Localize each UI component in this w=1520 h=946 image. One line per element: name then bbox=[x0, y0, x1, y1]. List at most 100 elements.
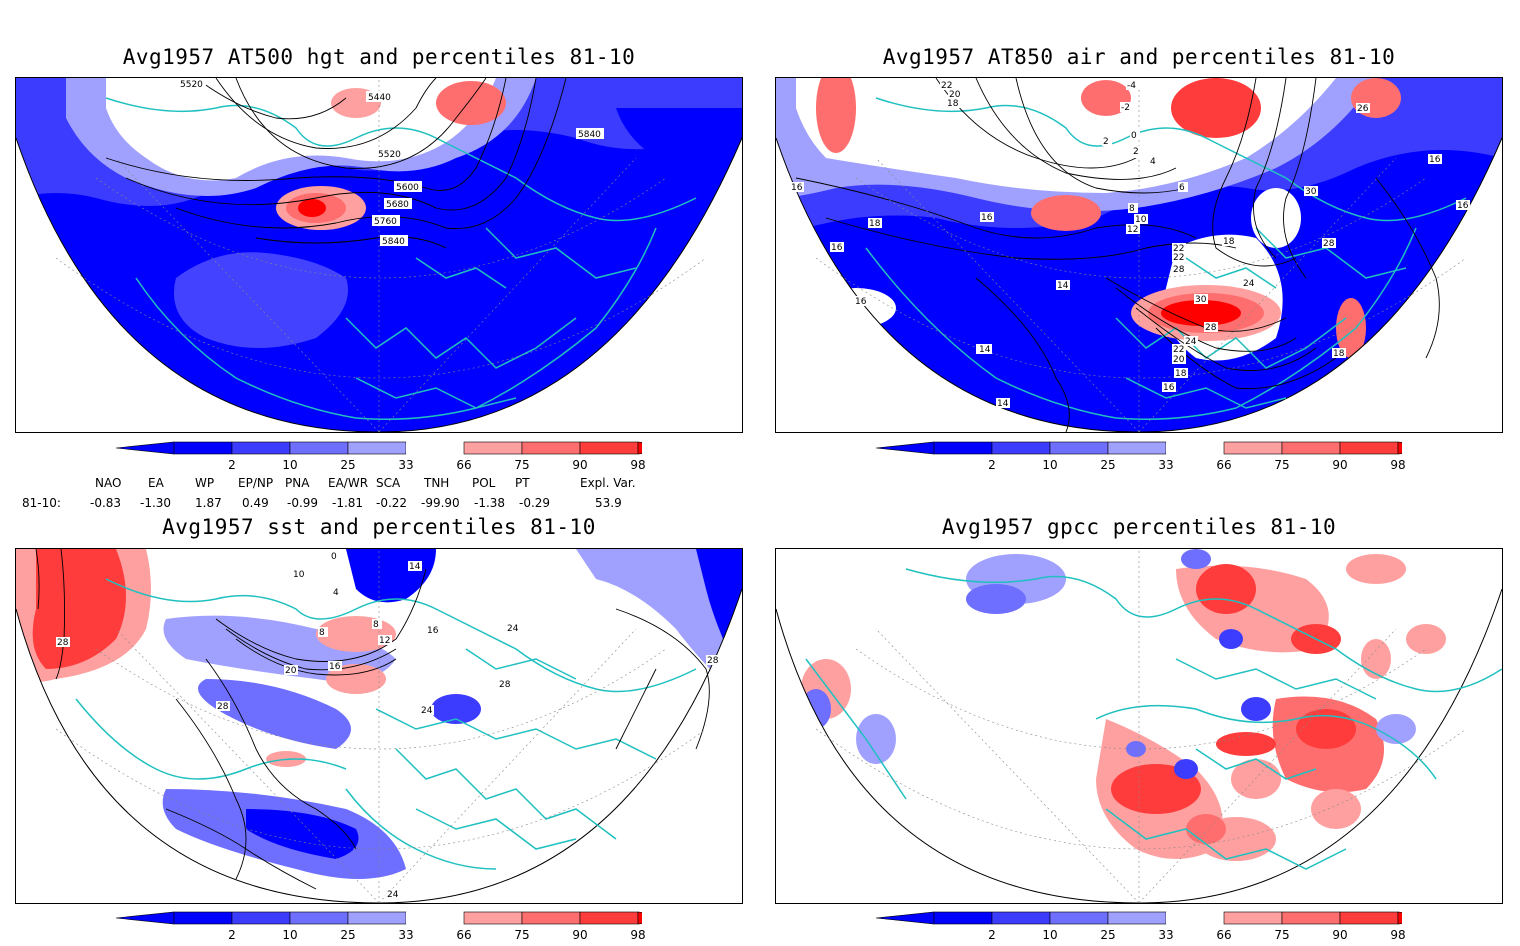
colorbar-tick-label: 25 bbox=[1100, 458, 1116, 472]
contour-label: 14 bbox=[997, 399, 1009, 409]
index-header: EA/WR bbox=[328, 476, 369, 490]
index-value: 0.49 bbox=[242, 496, 269, 510]
contour-label: 26 bbox=[1357, 104, 1369, 114]
colorbar-segment bbox=[991, 911, 1051, 925]
contour-label: -2 bbox=[1121, 103, 1130, 113]
panel-title-hgt500: Avg1957 AT500 hgt and percentiles 81-10 bbox=[122, 45, 636, 69]
contour-label: 28 bbox=[1173, 265, 1185, 275]
index-value: -0.29 bbox=[519, 496, 551, 510]
colorbar-tick-label: 25 bbox=[340, 928, 356, 942]
contour-label: 0 bbox=[1131, 131, 1137, 141]
colorbar-segment bbox=[933, 441, 993, 455]
contour-label: 22 bbox=[1173, 345, 1184, 355]
contour-label: 4 bbox=[333, 588, 339, 598]
colorbar-arrow-high bbox=[637, 911, 642, 925]
colorbar-tick-label: 90 bbox=[572, 928, 588, 942]
contour-label: -4 bbox=[1127, 81, 1136, 91]
map-air850-svg: 22 20 18 -4 -2 0 2 4 26 2 2 6 16 16 16 1… bbox=[776, 78, 1502, 432]
colorbar-tick-label: 10 bbox=[282, 928, 298, 942]
contour-label: 28 bbox=[217, 702, 229, 712]
colorbar-tick-label: 33 bbox=[398, 928, 414, 942]
colorbar-segment bbox=[1223, 441, 1283, 455]
index-value: -0.83 bbox=[90, 496, 122, 510]
contour-label: 14 bbox=[409, 562, 421, 572]
colorbar-tick-label: 10 bbox=[282, 458, 298, 472]
contour-label: 18 bbox=[1333, 349, 1345, 359]
contour-label: 22 bbox=[1173, 244, 1184, 254]
colorbar-segment bbox=[173, 911, 233, 925]
colorbar-arrow-low bbox=[116, 441, 175, 455]
contour-label: 12 bbox=[1127, 225, 1138, 235]
colorbar-arrow-low bbox=[876, 441, 935, 455]
colorbar-tick-label: 66 bbox=[456, 458, 472, 472]
colorbar-tick-label: 90 bbox=[572, 458, 588, 472]
contour-label: 20 bbox=[1173, 355, 1185, 365]
colorbar-segment bbox=[289, 441, 349, 455]
contour-label: 12 bbox=[379, 636, 390, 646]
colorbar-tick-label: 90 bbox=[1332, 458, 1348, 472]
contour-label: 30 bbox=[1305, 187, 1317, 197]
contour-label: 16 bbox=[981, 213, 993, 223]
indices-value-row: 81-10: -0.83 -1.30 1.87 0.49 -0.99 -1.81 -0.22… bbox=[0, 496, 700, 512]
colorbar-tick-label: 2 bbox=[228, 928, 236, 942]
colorbar-segment bbox=[1049, 911, 1109, 925]
panel-title-sst: Avg1957 sst and percentiles 81-10 bbox=[162, 515, 596, 539]
map-hgt500-svg: 5520 5440 5840 5520 5600 5680 5760 5840 bbox=[16, 78, 742, 432]
hgt500-contour-labels: 5520 5440 5840 5520 5600 5680 5760 5840 bbox=[178, 78, 604, 247]
colorbar-segment bbox=[1049, 441, 1109, 455]
colorbar-segment bbox=[463, 441, 523, 455]
colorbar-segment bbox=[1166, 912, 1224, 924]
colorbar-segment bbox=[406, 912, 464, 924]
colorbar-hgt500: 2 10 25 33 66 75 90 98 bbox=[116, 440, 646, 476]
contour-label: 14 bbox=[979, 345, 991, 355]
index-header: SCA bbox=[376, 476, 401, 490]
contour-label: 22 bbox=[941, 81, 952, 91]
contour-label: 24 bbox=[1185, 337, 1197, 347]
colorbar-segment bbox=[347, 441, 407, 455]
contour-label: 5760 bbox=[374, 217, 397, 227]
colorbar-tick-label: 10 bbox=[1042, 928, 1058, 942]
colorbar-tick-label: 98 bbox=[1390, 928, 1406, 942]
contour-label: 6 bbox=[1179, 183, 1185, 193]
contour-label: 16 bbox=[1429, 155, 1441, 165]
colorbar-tick-label: 10 bbox=[1042, 458, 1058, 472]
colorbar-segment bbox=[521, 441, 581, 455]
index-value: 1.87 bbox=[195, 496, 222, 510]
index-value: -99.90 bbox=[421, 496, 460, 510]
index-header: EP/NP bbox=[238, 476, 274, 490]
contour-label: 8 bbox=[319, 628, 325, 638]
colorbar-tick-label: 66 bbox=[1216, 928, 1232, 942]
contour-label: 10 bbox=[293, 570, 305, 580]
panel-title-air850: Avg1957 AT850 air and percentiles 81-10 bbox=[882, 45, 1396, 69]
contour-label: 8 bbox=[1129, 204, 1135, 214]
contour-label: 16 bbox=[1457, 201, 1469, 211]
index-header: Expl. Var. bbox=[580, 476, 636, 490]
contour-label: 30 bbox=[1195, 295, 1207, 305]
index-header: NAO bbox=[95, 476, 122, 490]
colorbar-tick-label: 66 bbox=[456, 928, 472, 942]
colorbar-tick-label: 75 bbox=[514, 458, 530, 472]
colorbar-segment bbox=[347, 911, 407, 925]
index-header: POL bbox=[472, 476, 496, 490]
colorbar-tick-label: 98 bbox=[630, 928, 646, 942]
contour-label: 10 bbox=[1135, 215, 1147, 225]
contour-label: 16 bbox=[855, 297, 867, 307]
colorbar-arrow-high bbox=[637, 441, 642, 455]
contour-label: 14 bbox=[1057, 281, 1069, 291]
colorbar-svg bbox=[116, 441, 642, 455]
indices-row-label: 81-10: bbox=[22, 496, 61, 510]
index-header: PT bbox=[515, 476, 530, 490]
colorbar-segment bbox=[991, 441, 1051, 455]
index-header: WP bbox=[195, 476, 215, 490]
colorbar-tick-label: 75 bbox=[1274, 458, 1290, 472]
colorbar-segment bbox=[231, 441, 291, 455]
colorbar-tick-label: 33 bbox=[1158, 928, 1174, 942]
colorbar-tick-label: 90 bbox=[1332, 928, 1348, 942]
colorbar-segment bbox=[406, 442, 464, 454]
contour-label: 2 bbox=[1133, 147, 1139, 157]
air850-contour-labels: 22 20 18 -4 -2 0 2 4 26 2 2 6 16 16 16 1… bbox=[790, 80, 1470, 409]
colorbar-arrow-high bbox=[1397, 911, 1402, 925]
colorbar-segment bbox=[1281, 441, 1341, 455]
contour-label: 16 bbox=[329, 662, 341, 672]
colorbar-segment bbox=[231, 911, 291, 925]
